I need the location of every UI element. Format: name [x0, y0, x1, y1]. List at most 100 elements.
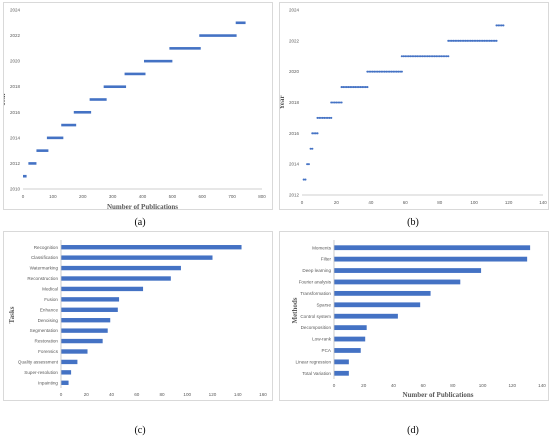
data-point — [395, 70, 398, 73]
data-point — [483, 39, 486, 42]
data-point — [486, 39, 489, 42]
data-point — [371, 70, 374, 73]
chart-b: 0 20 40 60 80 100 120 140 2012 2014 2016 2018 2020 20… — [280, 8, 547, 206]
x-tick-label: 400 — [139, 194, 147, 199]
category-label: Fusion — [44, 297, 58, 302]
data-point — [369, 70, 372, 73]
x-tick-label: 80 — [450, 383, 456, 388]
x-tick-label: 60 — [421, 383, 427, 388]
category-label: Restoration — [35, 339, 59, 344]
data-point — [337, 101, 340, 104]
data-point — [325, 116, 328, 119]
y-axis-title: Methods — [291, 297, 299, 323]
chart-panel-d: Moments Filter Deep learning Fourier analys… — [279, 231, 549, 401]
data-point — [368, 70, 371, 73]
chart-c: Recognition Classification Watermarking Rec… — [8, 240, 267, 397]
data-point — [385, 70, 388, 73]
data-point — [495, 24, 498, 27]
x-tick-label: 0 — [333, 383, 336, 388]
data-point — [479, 39, 483, 42]
data-point — [331, 101, 335, 104]
data-point — [474, 39, 477, 42]
data-point — [473, 39, 476, 42]
data-point — [311, 132, 314, 135]
data-point — [476, 39, 479, 42]
data-point — [356, 86, 359, 89]
data-point — [390, 70, 393, 73]
data-point — [431, 55, 434, 58]
data-point — [345, 86, 348, 89]
bar — [334, 370, 349, 376]
chart-d: Moments Filter Deep learning Fourier analys… — [291, 240, 546, 399]
y-tick-label: 2014 — [10, 135, 21, 140]
data-point — [493, 39, 496, 42]
category-label: PCA — [322, 348, 332, 353]
data-point — [354, 86, 357, 89]
y-tick-label: 2018 — [10, 84, 21, 89]
category-label: Total Variation — [302, 371, 331, 376]
x-tick-label: 0 — [60, 392, 63, 397]
data-point — [397, 70, 400, 73]
data-point — [447, 55, 450, 58]
x-tick-label: 800 — [258, 194, 266, 199]
caption-b: (b) — [407, 217, 419, 228]
data-point — [342, 86, 345, 89]
x-tick-label: 140 — [539, 200, 547, 205]
data-point — [330, 101, 333, 104]
y-axis-title: Year — [4, 93, 7, 107]
data-point — [335, 101, 338, 104]
bar — [334, 256, 528, 262]
y-tick-label: 2022 — [10, 33, 21, 38]
x-axis-title: Number of Publications — [402, 391, 473, 399]
chart-panel-a: 0 100 200 300 400 500 600 700 800 2010 2012 2014 201… — [3, 2, 273, 210]
data-point — [490, 39, 493, 42]
data-point — [402, 55, 405, 58]
category-label: Medical — [42, 287, 58, 292]
data-point — [436, 55, 440, 58]
data-point — [481, 39, 484, 42]
y-tick-label: 2018 — [289, 100, 300, 105]
data-point — [438, 55, 441, 58]
bar — [61, 370, 72, 375]
y-tick-label: 2016 — [289, 131, 300, 136]
data-point — [349, 86, 352, 89]
x-tick-label: 80 — [437, 200, 443, 205]
data-point — [466, 39, 469, 42]
data-point — [316, 116, 319, 119]
x-tick-label: 120 — [505, 200, 513, 205]
category-label: Filter — [321, 257, 332, 262]
data-dash — [143, 59, 173, 63]
data-point — [313, 132, 316, 135]
x-tick-label: 40 — [391, 383, 397, 388]
data-point — [347, 86, 350, 89]
y-tick-label: 2014 — [289, 162, 300, 167]
data-point — [359, 86, 362, 89]
data-point — [328, 116, 331, 119]
category-label: Fourier analysis — [299, 280, 332, 285]
data-point — [378, 70, 381, 73]
y-tick-label: 2020 — [289, 69, 300, 74]
y-tick-label: 2016 — [10, 110, 21, 115]
data-point — [455, 39, 458, 42]
data-point — [373, 70, 376, 73]
category-label: Control system — [300, 314, 331, 319]
data-point — [314, 132, 317, 135]
bar — [334, 245, 531, 251]
data-point — [350, 86, 353, 89]
x-tick-label: 200 — [79, 194, 87, 199]
category-label: Inpainting — [38, 380, 58, 385]
data-point — [430, 55, 433, 58]
data-point — [467, 39, 471, 42]
data-point — [318, 116, 321, 119]
data-point — [440, 55, 443, 58]
bar — [61, 349, 88, 354]
x-tick-label: 160 — [259, 392, 267, 397]
data-point — [411, 55, 414, 58]
category-label: Linear regression — [296, 359, 332, 364]
x-tick-label: 100 — [183, 392, 191, 397]
data-point — [443, 55, 446, 58]
bar — [61, 338, 103, 344]
x-tick-label: 120 — [508, 383, 516, 388]
data-point — [450, 39, 453, 42]
data-dash — [28, 162, 37, 165]
